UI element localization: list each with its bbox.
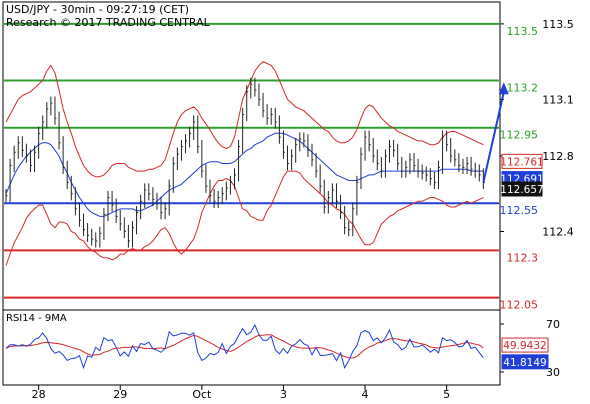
price-tag-label: 112.761	[500, 156, 543, 168]
price-tick-label: 113.1	[542, 93, 574, 106]
price-tick-label: 112.8	[542, 150, 574, 163]
level-label: 112.95	[500, 129, 539, 142]
lower-bollinger-band	[5, 170, 484, 266]
time-tick-label: 29	[113, 388, 127, 400]
time-tick-label: 5	[443, 388, 450, 400]
level-label: 113.2	[507, 82, 539, 95]
level-label: 112.3	[507, 251, 539, 264]
main-panel: 113.5 113.1 112.8 112.4 113.5 113.2 112.95 112.…	[4, 18, 574, 312]
time-tick-label: 3	[280, 388, 287, 400]
time-axis: 28 29 Oct 3 4 5	[32, 385, 450, 401]
rsi-tick-label: 70	[546, 318, 560, 331]
level-label: 113.5	[507, 25, 539, 38]
moving-average-line	[5, 132, 484, 217]
rsi-ma-line	[5, 334, 484, 359]
rsi-tag-label: 49.9432	[503, 340, 546, 352]
rsi-tick-label: 30	[546, 366, 560, 379]
level-label: 112.55	[500, 204, 539, 217]
price-tick-label: 112.4	[542, 226, 574, 239]
projection-arrow-shaft	[482, 92, 505, 183]
rsi-panel-frame	[2, 309, 501, 386]
chart-subtitle: Research © 2017 TRADING CENTRAL	[6, 16, 211, 29]
time-tick-label: Oct	[192, 388, 212, 400]
level-label: 112.05	[500, 299, 539, 312]
price-tag-label: 112.657	[500, 184, 543, 196]
time-tick-label: 4	[362, 388, 369, 400]
main-panel-frame	[2, 1, 501, 311]
chart-title: USD/JPY - 30min - 09:27:19 (CET)	[6, 3, 189, 16]
price-tick-label: 113.5	[542, 18, 574, 31]
price-tag-box	[501, 181, 543, 197]
rsi-panel-title: RSI14 - 9MA	[6, 313, 67, 324]
upper-bollinger-band	[5, 61, 484, 178]
rsi-tag-box	[501, 337, 549, 353]
rsi-panel: 70 30 49.9432 41.8149	[5, 318, 560, 379]
rsi-line	[5, 323, 484, 370]
projection-arrow-head	[498, 82, 509, 95]
rsi-tag-box	[501, 354, 549, 370]
time-tick-label: 28	[32, 388, 46, 400]
price-tag-box	[501, 153, 543, 169]
rsi-tag-label: 41.8149	[503, 357, 546, 369]
